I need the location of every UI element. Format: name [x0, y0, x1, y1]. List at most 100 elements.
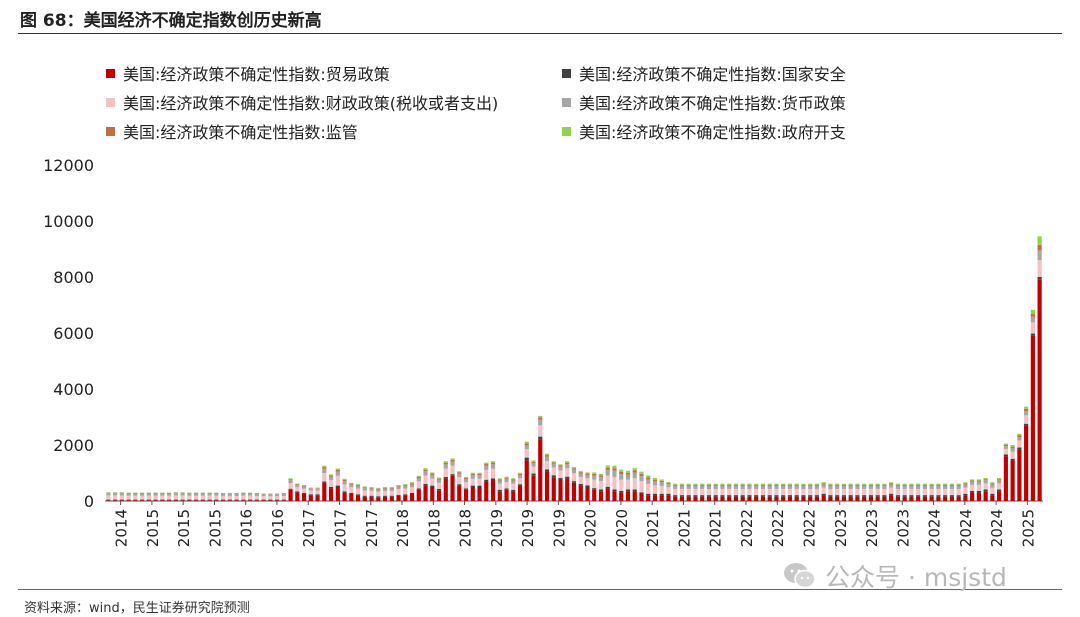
- bar-segment: [463, 488, 469, 490]
- bar-segment: [828, 485, 833, 489]
- bar-segment: [214, 492, 219, 494]
- bar-segment: [328, 475, 334, 477]
- bar-segment: [450, 458, 455, 460]
- bar-segment: [787, 495, 793, 497]
- bar-segment: [1003, 456, 1008, 501]
- bar-segment: [153, 495, 158, 500]
- bar-segment: [504, 488, 509, 490]
- bar-segment: [430, 474, 435, 479]
- bar-segment: [713, 495, 718, 497]
- bar-segment: [349, 494, 354, 501]
- bar-segment: [814, 484, 820, 486]
- legend-item: 美国:经济政策不确定性指数:货币政策: [562, 90, 846, 114]
- bar-segment: [828, 483, 833, 485]
- bar-segment: [997, 480, 1002, 484]
- bar-segment: [490, 464, 496, 469]
- bar-segment: [781, 495, 786, 497]
- bar-segment: [882, 495, 887, 497]
- bar-segment: [747, 484, 752, 486]
- bar-segment: [821, 482, 826, 484]
- bar-segment: [423, 485, 428, 501]
- legend-swatch: [562, 68, 571, 78]
- bar-segment: [497, 489, 502, 492]
- bar-segment: [693, 496, 698, 501]
- bar-segment: [423, 475, 428, 484]
- bar-segment: [517, 474, 523, 479]
- bar-segment: [760, 488, 766, 496]
- bar-segment: [322, 467, 327, 469]
- bar-segment: [909, 484, 914, 486]
- bar-segment: [308, 494, 313, 496]
- bar-segment: [1017, 433, 1022, 436]
- bar-segment: [133, 500, 138, 501]
- bar-segment: [733, 488, 739, 496]
- bar-segment: [504, 481, 509, 489]
- bar-segment: [767, 495, 772, 497]
- bar-segment: [855, 484, 860, 486]
- bar-segment: [922, 496, 927, 501]
- legend-item: 美国:经济政策不确定性指数:财政政策(税收或者支出): [106, 90, 498, 114]
- bar-segment: [477, 473, 482, 476]
- bar-segment: [970, 490, 975, 493]
- bar-segment: [808, 488, 813, 496]
- bar-segment: [349, 487, 354, 493]
- legend-swatch: [106, 97, 115, 107]
- x-tick-label: 2019: [519, 509, 537, 547]
- bar-segment: [936, 484, 941, 486]
- bar-segment: [889, 493, 894, 496]
- bar-segment: [173, 493, 178, 496]
- bar-segment: [909, 483, 914, 485]
- bar-segment: [679, 485, 685, 489]
- bar-segment: [221, 494, 226, 496]
- bar-segment: [1003, 446, 1008, 449]
- bar-segment: [990, 495, 995, 501]
- bar-segment: [180, 499, 185, 501]
- bar-segment: [848, 485, 853, 489]
- bar-segment: [497, 479, 502, 481]
- bar-segment: [679, 495, 685, 497]
- bar-segment: [754, 495, 759, 497]
- bar-segment: [929, 484, 934, 486]
- bar-segment: [997, 478, 1002, 480]
- bar-segment: [929, 488, 934, 496]
- bar-segment: [578, 471, 583, 473]
- bar-segment: [868, 484, 874, 486]
- bar-segment: [1010, 451, 1015, 459]
- bar-segment: [254, 499, 259, 501]
- bar-segment: [808, 485, 813, 489]
- bar-segment: [862, 496, 867, 501]
- bar-segment: [194, 500, 199, 501]
- bar-segment: [457, 473, 462, 478]
- legend-swatch: [106, 126, 115, 136]
- bar-segment: [389, 487, 394, 489]
- bar-segment: [1017, 435, 1022, 438]
- bar-segment: [551, 467, 556, 476]
- bar-segment: [794, 485, 799, 489]
- bar-segment: [706, 485, 712, 489]
- bar-segment: [436, 478, 442, 480]
- bar-segment: [126, 499, 131, 501]
- bar-segment: [1017, 440, 1022, 448]
- bar-segment: [531, 473, 536, 476]
- bar-segment: [963, 493, 968, 496]
- bar-segment: [666, 483, 671, 485]
- x-tick-label: 2022: [769, 509, 787, 547]
- bar-segment: [916, 495, 921, 497]
- bar-segment: [875, 496, 880, 501]
- bar-segment: [882, 488, 887, 496]
- bar-segment: [450, 459, 455, 462]
- bar-segment: [153, 499, 158, 501]
- x-tick-label: 2023: [832, 509, 850, 547]
- bar-segment: [315, 495, 320, 501]
- bar-segment: [713, 484, 718, 486]
- bar-segment: [281, 500, 286, 501]
- bar-segment: [605, 488, 610, 501]
- bar-segment: [565, 476, 570, 479]
- bar-segment: [544, 471, 550, 501]
- bar-segment: [113, 499, 118, 501]
- bar-segment: [787, 483, 793, 485]
- bar-segment: [153, 493, 158, 496]
- bar-segment: [585, 473, 590, 475]
- legend-item: 美国:经济政策不确定性指数:政府开支: [562, 119, 846, 143]
